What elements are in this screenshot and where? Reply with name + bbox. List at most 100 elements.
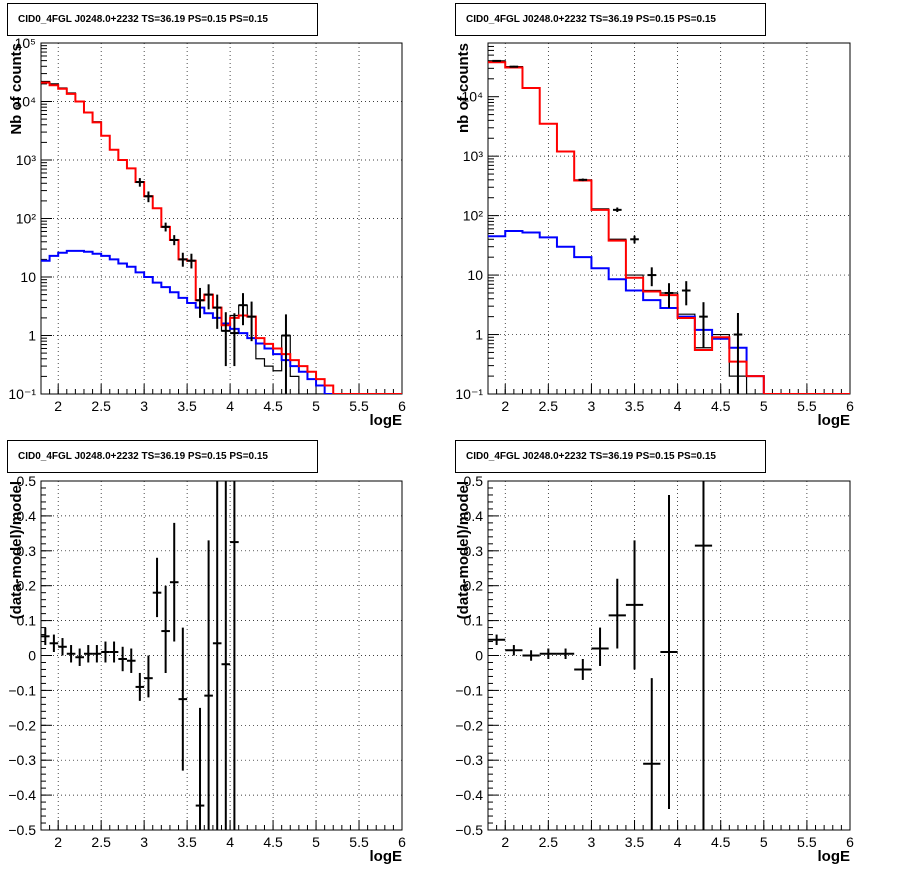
- data-point: [664, 283, 674, 308]
- plot-frame: [487, 42, 851, 395]
- plot-frame: [487, 480, 851, 831]
- y-tick-label: −0.1: [8, 682, 36, 698]
- x-tick-label: 4.5: [711, 834, 731, 850]
- plot-frame: [40, 42, 403, 395]
- data-point: [169, 522, 179, 642]
- panel-3-title: CID0_4FGL J0248.0+2232 TS=36.19 PS=0.15 …: [7, 440, 318, 473]
- x-tick-label: 3: [588, 398, 596, 414]
- x-tick-label: 2.5: [539, 398, 559, 414]
- y-tick-label: 0.4: [17, 508, 37, 524]
- data-point: [612, 207, 622, 213]
- data-point: [178, 252, 188, 267]
- y-tick-label: −0.5: [455, 822, 483, 838]
- y-tick-label: 0.2: [17, 578, 37, 594]
- y-tick-label: 0.3: [17, 543, 37, 559]
- y-tick-label: 10³: [16, 152, 37, 168]
- data-point: [492, 59, 501, 62]
- y-tick-label: 0.2: [464, 578, 484, 594]
- series-2-histogram: [41, 249, 402, 394]
- data-point: [625, 540, 644, 670]
- x-axis-label: logE: [818, 412, 851, 429]
- panel-1: 2 2.5 3 3.5 4 4.5 5 5.5 6 10⁻¹ 1 10 10² 10³ 10⁴ 10⁵ logE…: [8, 35, 406, 429]
- y-axis-label: Nb of counts: [8, 43, 25, 135]
- data-point: [247, 301, 256, 342]
- data-point: [591, 627, 609, 666]
- data-point: [144, 655, 153, 698]
- y-tick-label: 0.5: [464, 473, 484, 489]
- series-3-histogram: [41, 81, 402, 394]
- panel-3: 2 2.5 3 3.5 4 4.5 5 5.5 6 −0.5 −0.4 −0.3 −0.2 −0.1 0 0.…: [8, 473, 406, 865]
- x-tick-label: 3: [140, 398, 148, 414]
- x-tick-label: 2.5: [91, 398, 111, 414]
- data-point: [281, 314, 291, 394]
- data-point: [83, 645, 93, 663]
- series-1-histogram: [41, 80, 402, 394]
- data-point: [195, 707, 205, 830]
- x-tick-label: 3.5: [177, 834, 197, 850]
- data-point: [578, 178, 588, 182]
- data-point: [58, 638, 67, 656]
- data-point: [135, 178, 145, 187]
- panel-2-title: CID0_4FGL J0248.0+2232 TS=36.19 PS=0.15 …: [455, 3, 766, 36]
- data-point: [161, 222, 170, 232]
- data-point: [230, 313, 239, 367]
- x-tick-label: 6: [846, 834, 854, 850]
- y-tick-label: 0.5: [17, 473, 37, 489]
- series-3-histogram: [488, 61, 850, 394]
- x-tick-label: 4.5: [263, 834, 283, 850]
- y-tick-label: 10²: [463, 208, 484, 224]
- data-point: [204, 284, 213, 310]
- x-axis-label: logE: [370, 848, 403, 865]
- plot-area: [488, 481, 713, 830]
- y-tick-label: 0.4: [464, 508, 484, 524]
- data-point: [126, 648, 136, 673]
- y-tick-label: 10⁴: [14, 94, 36, 110]
- data-point: [608, 578, 626, 649]
- data-point: [187, 253, 196, 269]
- x-tick-label: 5.5: [797, 398, 817, 414]
- data-point: [75, 648, 84, 666]
- x-tick-label: 5.5: [349, 834, 369, 850]
- x-axis-label: logE: [818, 848, 851, 865]
- x-tick-label: 4: [226, 398, 234, 414]
- y-tick-label: −0.2: [8, 717, 36, 733]
- plot-area: [41, 481, 239, 830]
- y-tick-label: −0.1: [455, 682, 483, 698]
- data-point: [204, 540, 213, 830]
- x-tick-label: 5: [312, 834, 320, 850]
- data-point: [195, 287, 205, 318]
- x-tick-label: 3.5: [625, 398, 645, 414]
- panel-2: 2 2.5 3 3.5 4 4.5 5 5.5 6 10⁻¹ 1 10 10² 10³ 10⁴ logE nb …: [455, 42, 854, 429]
- y-tick-label: −0.5: [8, 822, 36, 838]
- y-tick-label: 10⁴: [461, 89, 483, 105]
- data-point: [694, 481, 713, 830]
- x-tick-label: 6: [846, 398, 854, 414]
- x-tick-label: 3.5: [177, 398, 197, 414]
- data-point: [574, 658, 592, 680]
- data-point: [144, 191, 153, 203]
- x-tick-label: 4: [226, 834, 234, 850]
- y-tick-label: 10: [20, 269, 36, 285]
- y-tick-label: 1: [475, 327, 483, 343]
- data-point: [152, 557, 162, 618]
- panel-1-title: CID0_4FGL J0248.0+2232 TS=36.19 PS=0.15 …: [7, 3, 318, 36]
- data-point: [647, 267, 657, 287]
- panel-4-title: CID0_4FGL J0248.0+2232 TS=36.19 PS=0.15 …: [455, 440, 766, 473]
- y-tick-label: −0.4: [8, 787, 36, 803]
- x-tick-label: 5: [760, 834, 768, 850]
- data-point: [221, 481, 231, 830]
- data-point: [630, 235, 639, 244]
- x-tick-label: 4.5: [711, 398, 731, 414]
- data-point: [109, 641, 119, 663]
- x-tick-label: 2: [54, 834, 62, 850]
- x-tick-label: 4.5: [263, 398, 283, 414]
- data-point: [699, 302, 708, 348]
- y-tick-label: 0.1: [464, 613, 484, 629]
- x-tick-label: 5.5: [349, 398, 369, 414]
- x-tick-label: 4: [674, 834, 682, 850]
- data-point: [221, 312, 231, 367]
- data-point: [178, 627, 188, 771]
- y-tick-label: 10⁻¹: [8, 386, 36, 402]
- x-tick-label: 4: [674, 398, 682, 414]
